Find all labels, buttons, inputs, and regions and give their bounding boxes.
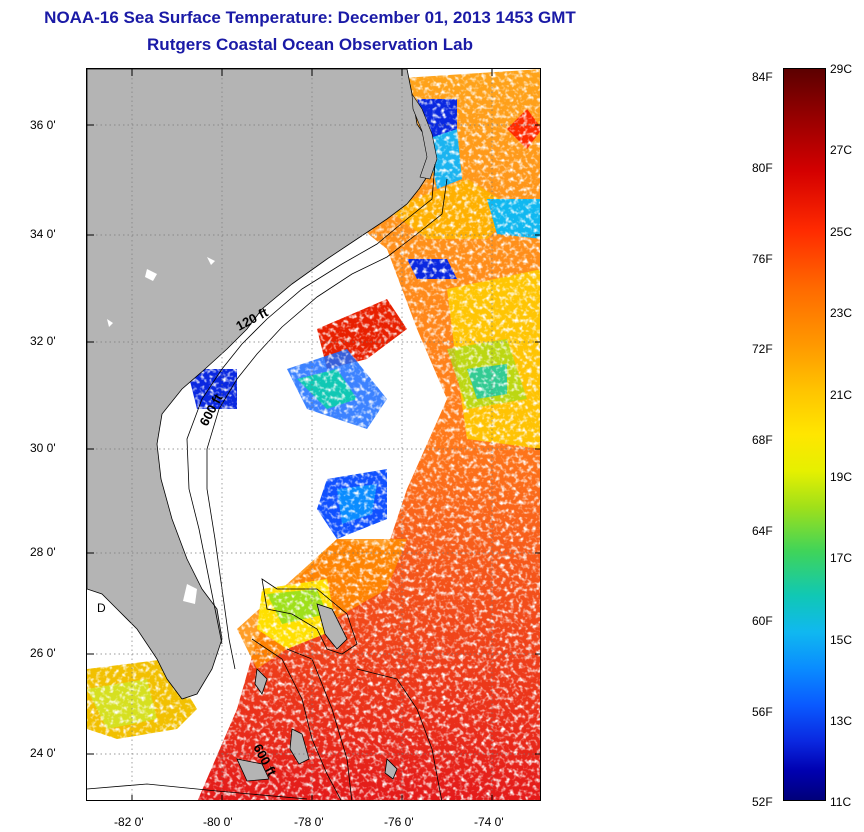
land-mainland — [87, 69, 433, 700]
cbar-f-76: 76F — [752, 252, 773, 266]
cbar-c-21: 21C — [830, 388, 853, 402]
cbar-c-25: 25C — [830, 225, 853, 239]
sst-map: 120 ft 600 ft 600 ft D — [86, 68, 541, 801]
inland-marker: D — [97, 601, 106, 615]
sst-map-canvas: 120 ft 600 ft 600 ft D — [87, 69, 540, 800]
land-islands — [236, 603, 398, 782]
cbar-c-29: 29C — [830, 62, 853, 76]
map-subtitle: Rutgers Coastal Ocean Observation Lab — [147, 35, 473, 54]
lon-tick-82: -82 0' — [114, 815, 144, 829]
cbar-f-56: 56F — [752, 705, 773, 719]
cbar-f-68: 68F — [752, 433, 773, 447]
lon-tick-80: -80 0' — [203, 815, 233, 829]
cbar-c-19: 19C — [830, 470, 853, 484]
lat-tick-28: 28 0' — [30, 545, 56, 559]
temperature-colorbar — [783, 68, 826, 801]
lon-tick-74: -74 0' — [474, 815, 504, 829]
lat-tick-34: 34 0' — [30, 227, 56, 241]
cbar-f-72: 72F — [752, 342, 773, 356]
frame-ticks — [87, 69, 540, 800]
lon-tick-76: -76 0' — [384, 815, 414, 829]
cbar-c-17: 17C — [830, 551, 853, 565]
cbar-c-15: 15C — [830, 633, 853, 647]
land-outer-banks — [411, 92, 438, 180]
graticule — [87, 69, 540, 800]
cbar-c-11: 11C — [830, 795, 852, 809]
cbar-f-52: 52F — [752, 795, 773, 809]
lat-tick-36: 36 0' — [30, 118, 56, 132]
lat-tick-32: 32 0' — [30, 334, 56, 348]
cbar-c-27: 27C — [830, 143, 853, 157]
lat-tick-30: 30 0' — [30, 441, 56, 455]
land-lakes — [107, 257, 215, 604]
cbar-f-60: 60F — [752, 614, 773, 628]
map-title: NOAA-16 Sea Surface Temperature: Decembe… — [44, 8, 576, 27]
cbar-f-80: 80F — [752, 161, 773, 175]
cbar-c-23: 23C — [830, 306, 853, 320]
lon-tick-78: -78 0' — [294, 815, 324, 829]
cbar-f-84: 84F — [752, 70, 773, 84]
cbar-f-64: 64F — [752, 524, 773, 538]
lat-tick-24: 24 0' — [30, 746, 56, 760]
lat-tick-26: 26 0' — [30, 646, 56, 660]
cbar-c-13: 13C — [830, 714, 853, 728]
